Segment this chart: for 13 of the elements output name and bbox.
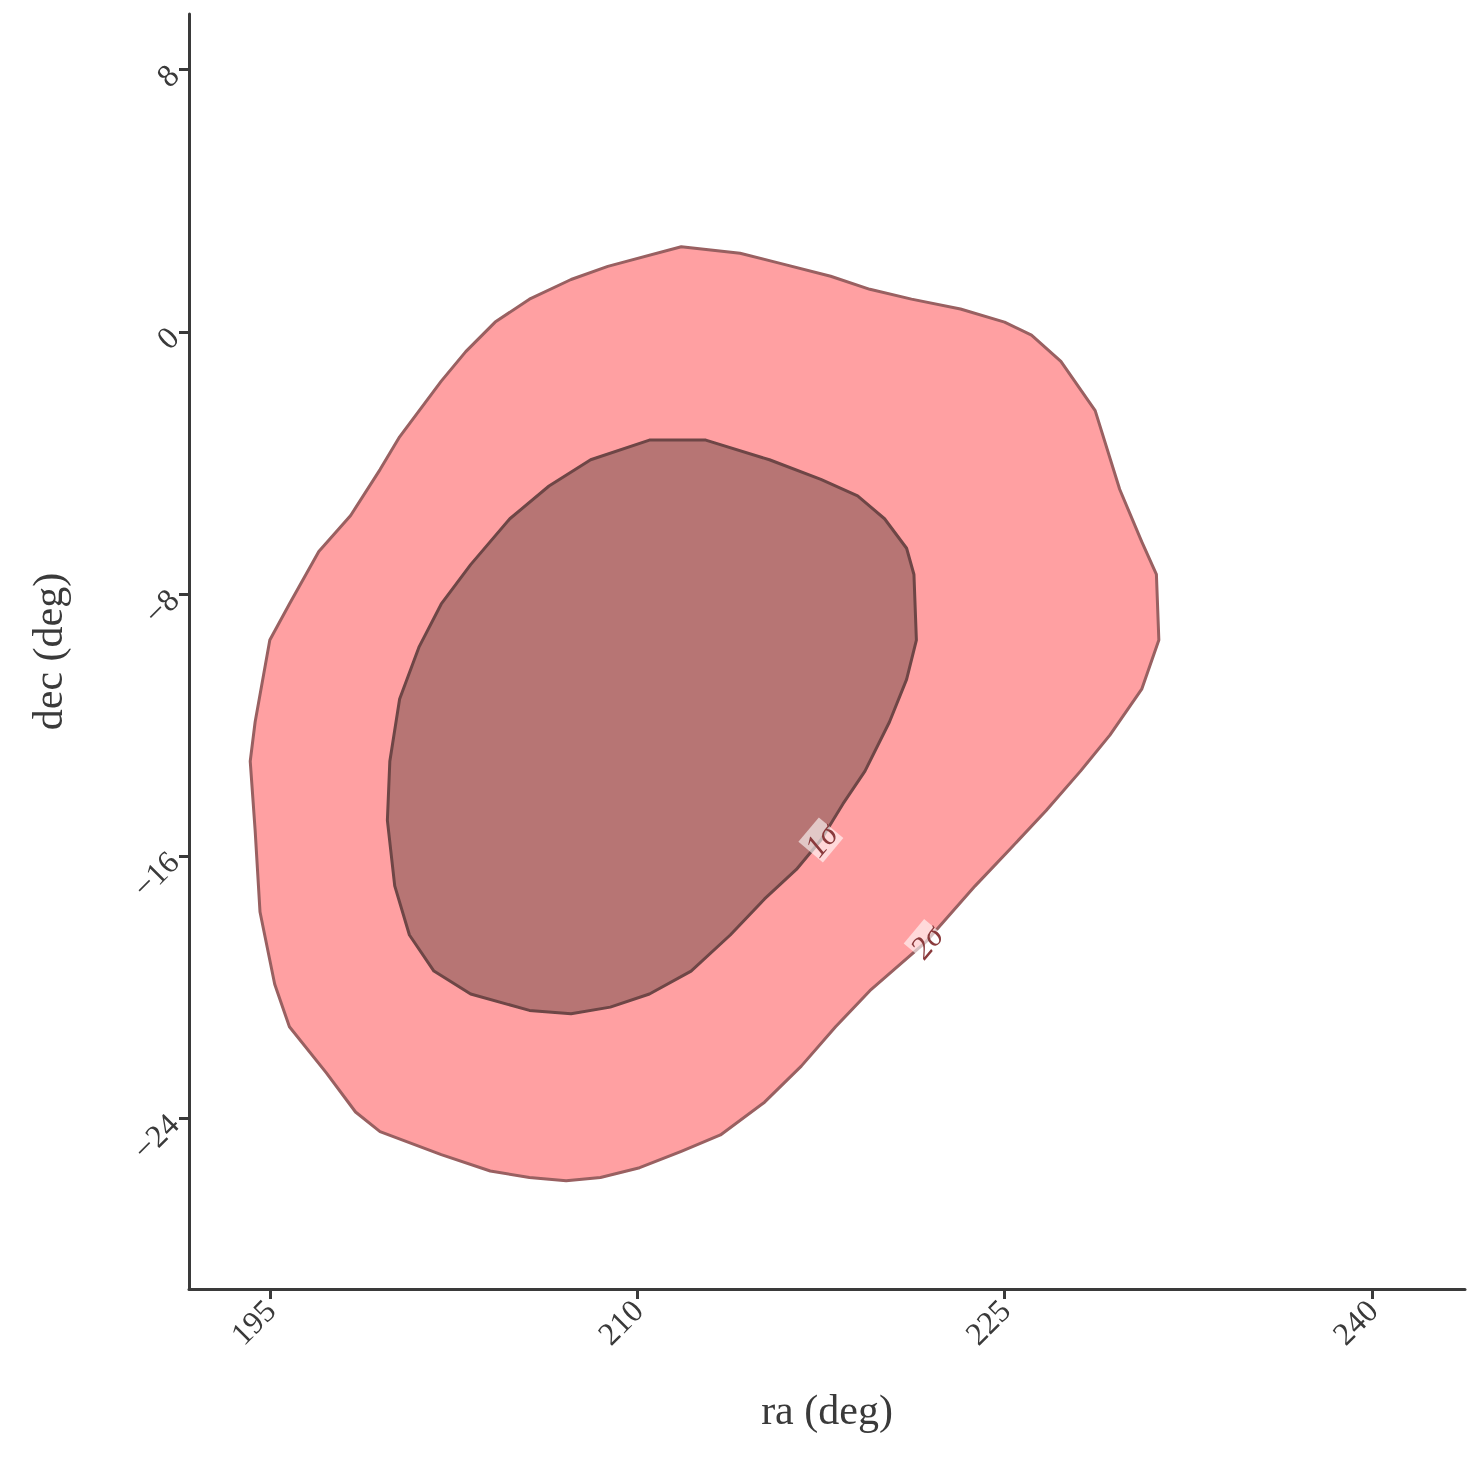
y-tick-label: 8 [148,56,186,94]
x-tick-label: 195 [223,1292,283,1352]
y-tick-label: −24 [124,1105,186,1167]
x-axis-title: ra (deg) [761,1387,893,1434]
annotation: 1σ [796,815,846,864]
x-tick-label: 240 [1325,1292,1385,1352]
y-tick-label: 0 [148,319,186,356]
y-tick-label: −16 [124,843,186,905]
y-tick-label: −8 [136,581,186,631]
x-tick-label: 210 [590,1292,650,1352]
annotation: 2σ [902,916,951,966]
x-tick-label: 225 [957,1292,1018,1352]
y-axis-title: dec (deg) [25,572,72,731]
